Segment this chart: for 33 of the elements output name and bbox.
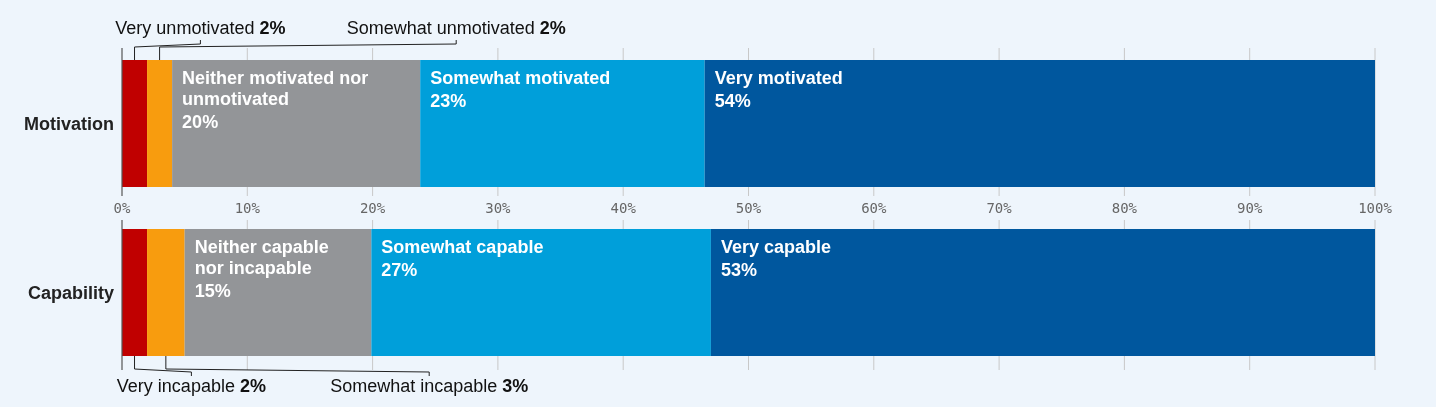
data-label: Very unmotivated 2% — [115, 18, 286, 38]
data-label: Very incapable 2% — [116, 376, 266, 396]
y-tick-label: Motivation — [24, 113, 114, 134]
x-tick-label: 30% — [485, 200, 512, 216]
x-tick-label: 40% — [610, 200, 637, 216]
bar — [122, 60, 148, 187]
y-tick-label: Capability — [27, 282, 114, 303]
data-label: Very motivated 54% — [714, 68, 843, 111]
x-tick-label: 90% — [1237, 200, 1263, 216]
bar — [122, 229, 148, 356]
data-label: Very capable 53% — [720, 237, 831, 280]
bar — [147, 229, 185, 356]
bar — [371, 229, 711, 356]
x-tick-label: 20% — [359, 200, 386, 216]
x-tick-label: 70% — [986, 200, 1013, 216]
data-label: Somewhat motivated 23% — [430, 68, 611, 111]
x-tick-label: 80% — [1111, 200, 1138, 216]
bar — [184, 229, 372, 356]
data-label: Somewhat unmotivated 2% — [346, 18, 566, 38]
x-tick-label: 60% — [861, 200, 888, 216]
data-label: Neither motivated nor unmotivated 20% — [182, 68, 369, 132]
bar — [704, 60, 1375, 187]
x-tick-label: 10% — [234, 200, 261, 216]
x-tick-label: 50% — [735, 200, 762, 216]
x-tick-label: 0% — [113, 200, 131, 216]
bar — [172, 60, 421, 187]
bar — [147, 60, 173, 187]
data-label: Neither capable nor incapable 15% — [194, 237, 329, 301]
bar — [710, 229, 1375, 356]
data-label: Somewhat capable 27% — [381, 237, 544, 280]
x-tick-label: 100% — [1358, 200, 1393, 216]
bar — [420, 60, 705, 187]
data-label: Somewhat incapable 3% — [330, 376, 529, 396]
